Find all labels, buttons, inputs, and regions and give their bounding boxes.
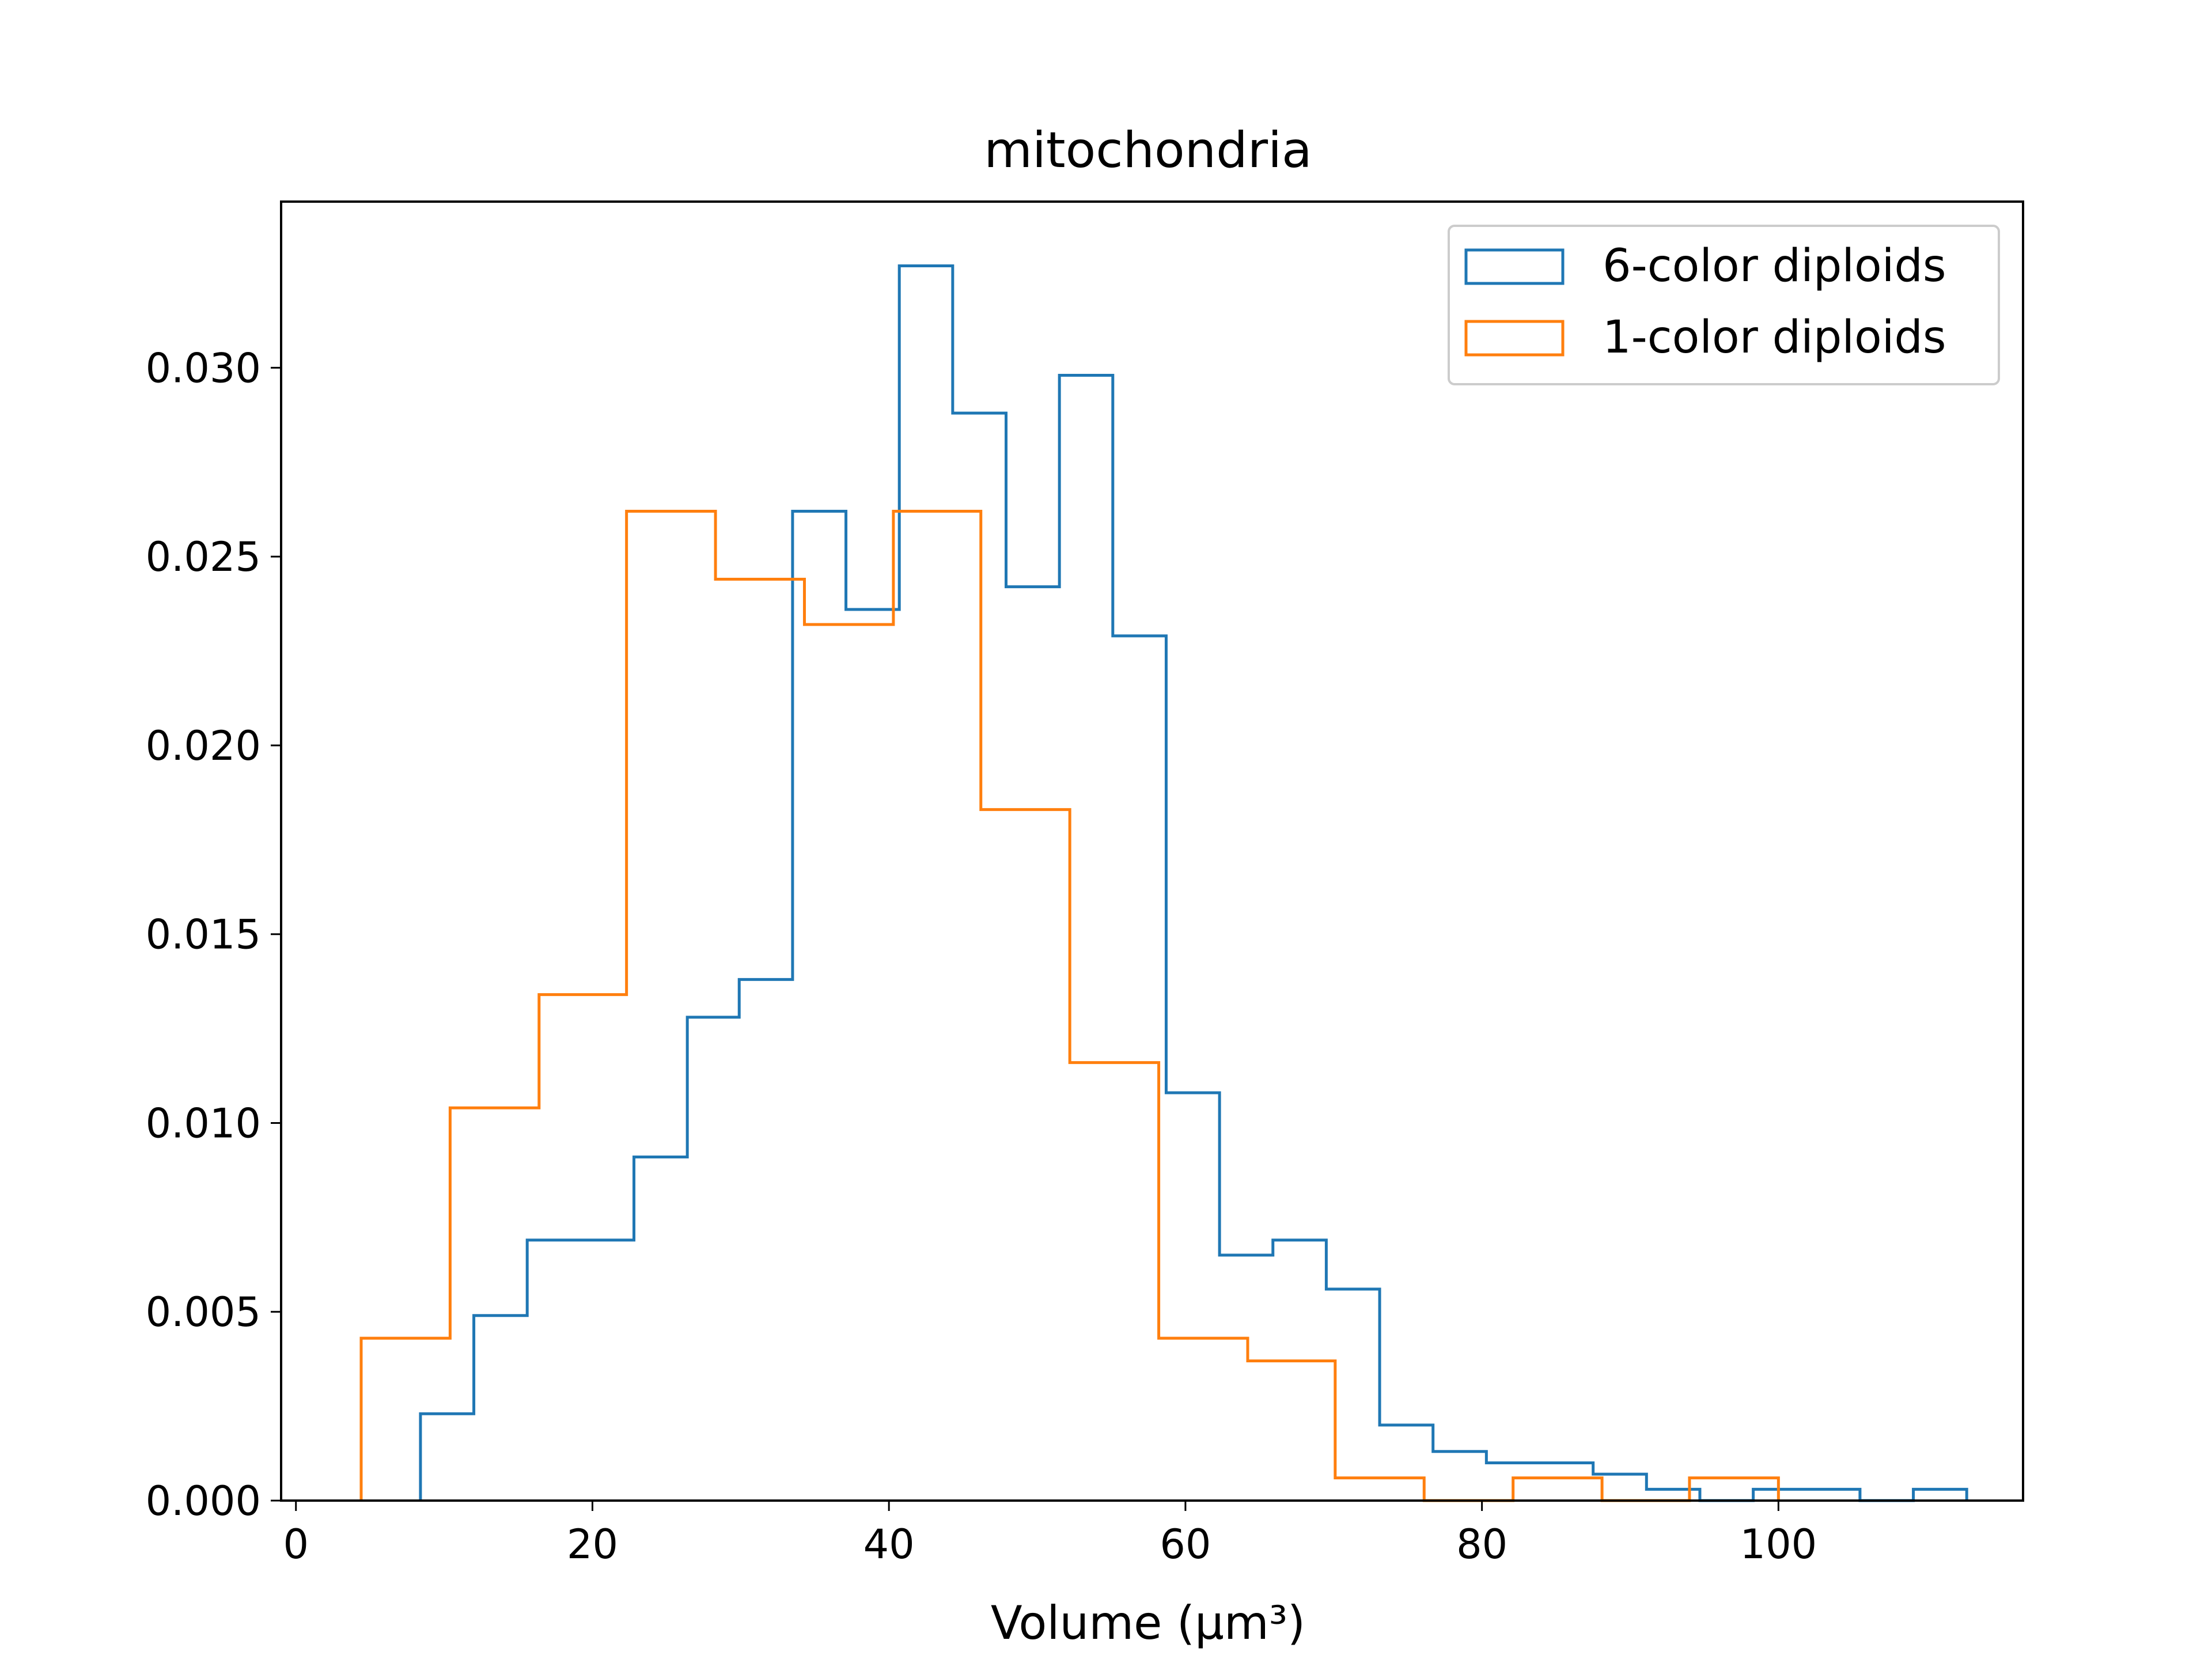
axis-layer: 0 20 40 60 80 100 0.000 0.005 0.010 0.015 0.020 0.0… xyxy=(146,344,1817,1568)
y-tick-label: 0.020 xyxy=(146,722,261,770)
x-tick-label: 40 xyxy=(863,1521,915,1568)
legend-label-0: 6-color diploids xyxy=(1603,240,1946,292)
x-axis-label: Volume (μm³) xyxy=(991,1596,1305,1650)
y-tick-label: 0.015 xyxy=(146,911,261,959)
y-tick-label: 0.000 xyxy=(146,1478,261,1525)
legend-box xyxy=(1448,225,2000,385)
y-tick-label: 0.005 xyxy=(146,1289,261,1336)
y-tick-label: 0.030 xyxy=(146,344,261,392)
y-tick-label: 0.010 xyxy=(146,1100,261,1147)
legend-swatch-0 xyxy=(1464,248,1565,285)
x-tick-label: 80 xyxy=(1456,1521,1508,1568)
series-1-outline xyxy=(359,510,1780,1502)
x-tick-label: 100 xyxy=(1740,1521,1817,1568)
legend-swatch-1 xyxy=(1464,320,1565,357)
series-layer xyxy=(359,264,1968,1502)
legend-label-1: 1-color diploids xyxy=(1603,312,1946,363)
plot-frame xyxy=(280,200,2024,1502)
chart-title: mitochondria xyxy=(984,122,1312,179)
legend: 6-color diploids 1-color diploids xyxy=(1448,225,2000,385)
series-0-outline xyxy=(419,264,1968,1502)
y-tick-label: 0.025 xyxy=(146,533,261,581)
x-tick-label: 20 xyxy=(567,1521,618,1568)
x-tick-label: 60 xyxy=(1160,1521,1211,1568)
x-tick-label: 0 xyxy=(283,1521,309,1568)
